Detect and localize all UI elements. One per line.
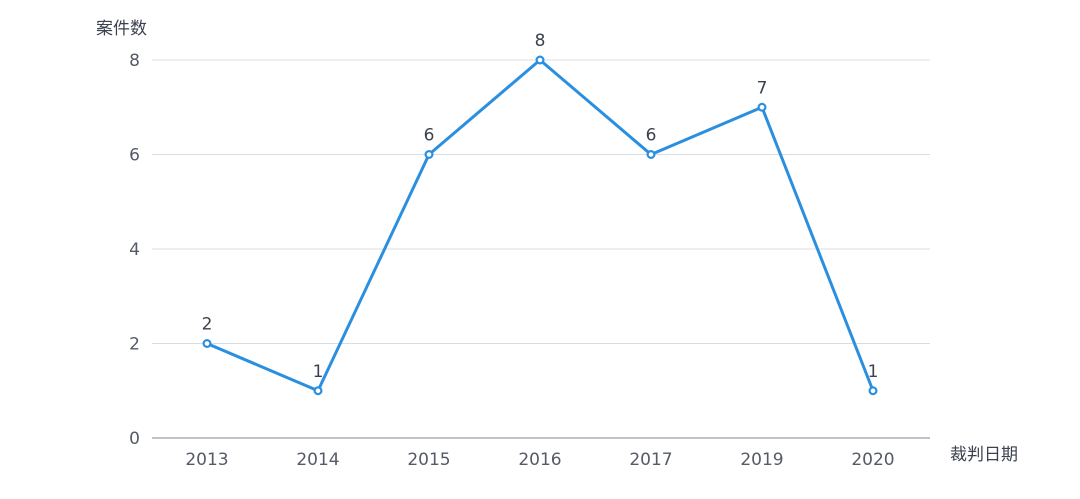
series-group bbox=[202, 55, 878, 396]
y-tick-label: 2 bbox=[129, 335, 140, 355]
data-point bbox=[646, 150, 656, 160]
x-tick-label: 2014 bbox=[296, 450, 339, 470]
x-tick-label: 2016 bbox=[518, 450, 561, 470]
y-gridlines bbox=[152, 59, 930, 344]
series-line bbox=[205, 58, 875, 393]
data-labels: 2 1 6 8 6 7 1 bbox=[202, 31, 879, 382]
data-label: 7 bbox=[757, 78, 768, 98]
data-label: 6 bbox=[646, 126, 657, 146]
data-point bbox=[535, 55, 545, 65]
data-point bbox=[757, 102, 767, 112]
x-tick-label: 2017 bbox=[629, 450, 672, 470]
x-tick-label: 2015 bbox=[407, 450, 450, 470]
data-point bbox=[868, 386, 878, 396]
y-tick-label: 6 bbox=[129, 146, 140, 166]
data-point bbox=[313, 386, 323, 396]
data-label: 8 bbox=[535, 31, 546, 51]
data-label: 6 bbox=[424, 126, 435, 146]
y-tick-label: 0 bbox=[129, 429, 140, 449]
x-axis-title: 裁判日期 bbox=[950, 445, 1018, 465]
data-point bbox=[202, 339, 212, 349]
y-tick-labels: 0 2 4 6 8 bbox=[129, 51, 140, 449]
x-tick-label: 2013 bbox=[185, 450, 228, 470]
data-label: 1 bbox=[313, 362, 324, 382]
data-point bbox=[424, 150, 434, 160]
data-label: 2 bbox=[202, 315, 213, 335]
y-axis-title: 案件数 bbox=[96, 19, 147, 39]
y-tick-label: 4 bbox=[129, 240, 140, 260]
data-label: 1 bbox=[868, 362, 879, 382]
x-tick-labels: 2013 2014 2015 2016 2017 2019 2020 bbox=[185, 450, 894, 470]
x-tick-label: 2020 bbox=[851, 450, 894, 470]
x-tick-label: 2019 bbox=[740, 450, 783, 470]
y-tick-label: 8 bbox=[129, 51, 140, 71]
